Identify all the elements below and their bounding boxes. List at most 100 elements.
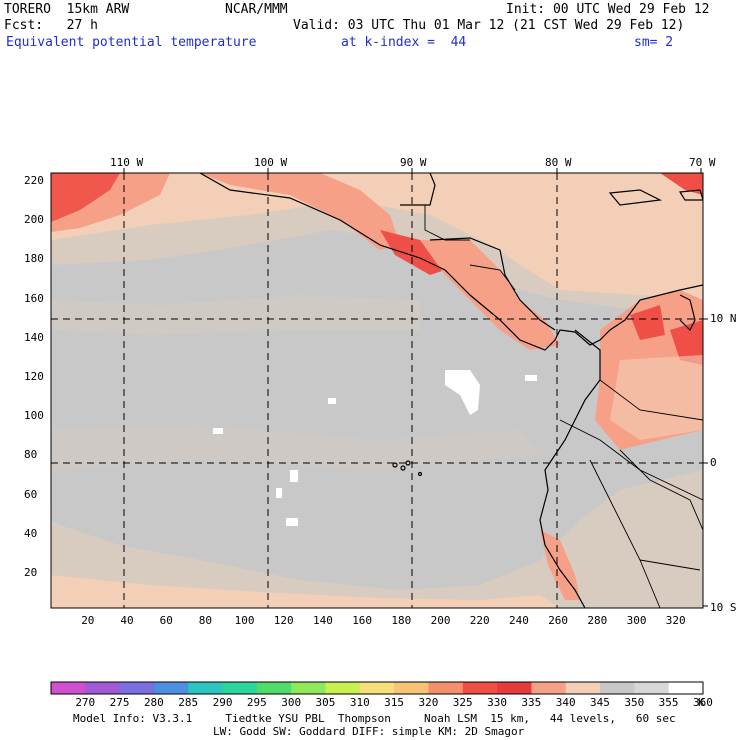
y-label: 20 [24,566,38,579]
colorbar-label: 335 [521,696,542,709]
colorbar-swatch [428,682,464,694]
x-label: 280 [587,614,608,627]
x-label: 160 [352,614,373,627]
x-label: 240 [509,614,529,627]
map-frame [50,172,704,609]
y-label: 80 [24,448,38,462]
lake-maracaibo [679,294,696,332]
x-label: 120 [273,614,294,627]
field-white-patch-7 [276,488,282,498]
caribbean-coast [429,237,556,331]
x-label: 20 [81,614,95,627]
x-label: 220 [469,614,490,627]
colorbar-swatch [359,682,395,694]
y-label: 180 [24,252,44,266]
field-white-patch-3 [213,428,223,434]
smoothing-info: sm= 2 [634,35,674,50]
colorbar-label: K [698,696,705,709]
map-field [51,173,703,608]
field-white-patch-1 [445,370,480,415]
yucatan-coast [400,173,436,206]
field-mexico-salmon [200,173,400,250]
field-interior-peach [610,355,703,440]
axis-ticks [123,168,708,607]
colorbar-label: 330 [487,696,507,709]
hispaniola [678,189,703,201]
field-colombia-red-2 [670,320,703,365]
field-ne-red [660,173,703,195]
y-label: 160 [24,291,44,305]
country-borders [424,205,703,608]
coastlines [199,173,703,608]
y-label: 120 [24,370,44,383]
colorbar-label: 350 [624,696,645,709]
colorbar-swatch [600,682,635,694]
y-label: 220 [24,174,44,187]
colorbar-swatch [153,682,189,694]
y-label: 60 [24,487,38,501]
colorbar-label: 295 [246,696,267,709]
colorbar-swatch [119,682,155,694]
colorbar-label: 270 [75,696,96,709]
x-label: 300 [626,614,647,627]
x-label: 260 [548,614,569,627]
field-colombia-red-1 [630,305,665,340]
colorbar-label: 305 [315,696,336,709]
x-label: 320 [665,614,686,627]
field-streak-2 [51,425,540,470]
field-name: Equivalent potential temperature [6,35,257,50]
level-info: at k-index = 44 [341,35,467,50]
field-white-patch-2 [525,375,537,381]
colorbar-swatch [497,682,532,694]
field-white-patch-6 [328,398,336,404]
field-mexico-red [380,230,445,275]
colorbar-swatch [188,682,224,694]
galapagos-1 [392,462,398,468]
colorbar-label: 310 [349,696,370,709]
model-name: TORERO 15km ARW [4,2,130,17]
colorbar-label: 325 [452,696,473,709]
colorbar-label: 285 [178,696,199,709]
y-label: 100 [24,409,44,423]
colorbar-swatch [222,682,258,694]
x-label: 140 [313,614,333,627]
field-streak-1 [51,295,420,335]
colorbar-swatch [565,682,601,694]
colorbar-label: 340 [555,696,576,709]
y-label: 200 [24,213,44,227]
colorbar-label: 345 [590,696,610,709]
pacific-coastline [199,173,703,351]
colorbar-label: 320 [418,696,439,709]
field-south-peach [51,575,560,608]
physics-info: LW: Godd SW: Goddard DIFF: simple KM: 2D… [213,725,525,738]
lon-label-80w: 80 W [545,156,572,169]
colorbar-label: 290 [212,696,233,709]
x-label: 40 [120,614,134,627]
field-white-patch-4 [290,470,298,482]
x-label: 180 [391,614,412,627]
lon-label-90w: 90 W [400,156,427,169]
colorbar-swatch [668,682,704,694]
field-caribbean [430,173,703,300]
x-label: 80 [198,614,213,627]
south-america-west-coast [539,329,601,608]
colorbar-swatch [394,682,429,694]
colorbar-label: 315 [384,696,405,709]
center-name: NCAR/MMM [225,2,288,17]
lat-label-0: 0 [710,456,717,469]
colorbar-frame [50,681,704,695]
colorbar-swatch [291,682,327,694]
colorbar-swatch [462,682,498,694]
colorbar-label: 360 [693,696,713,709]
lat-label-10s: 10 S [710,601,737,614]
lat-label-10n: 10 N [710,312,737,325]
x-label: 200 [430,614,451,627]
x-label: 60 [159,614,173,627]
forecast-hour: Fcst: 27 h [4,18,98,33]
field-white-patch-5 [286,518,298,526]
x-label: 100 [234,614,255,627]
galapagos-2 [400,465,406,471]
colorbar-label: 300 [281,696,302,709]
lon-label-100w: 100 W [254,156,288,169]
